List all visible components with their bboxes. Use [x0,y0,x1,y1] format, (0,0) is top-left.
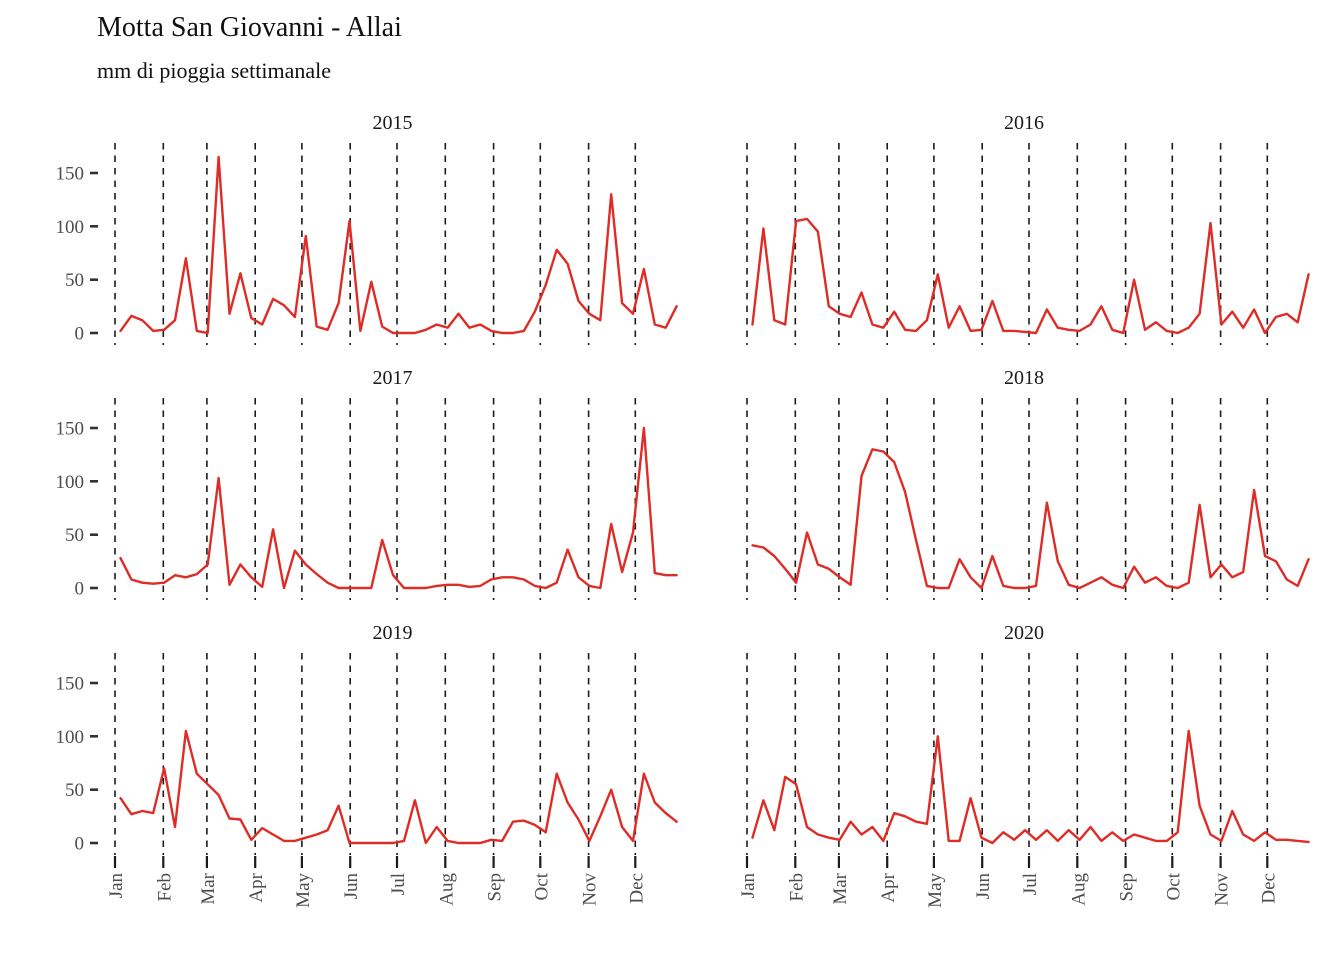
facet-chart-2019: 0 50 100 150 Jan Feb Mar Apr May Jun Jul Aug Sep Oct N… [56,653,678,908]
svg-text:100: 100 [56,727,85,748]
facet-title-2016: 2016 [1004,112,1044,134]
svg-text:Jun: Jun [341,873,362,900]
svg-text:Aug: Aug [436,873,457,906]
facet-title-2017: 2017 [372,367,413,389]
page-subtitle: mm di pioggia settimanale [97,58,332,83]
svg-text:Mar: Mar [198,872,219,904]
svg-text:Jan: Jan [106,873,127,899]
svg-text:Aug: Aug [1068,873,1089,906]
facet-chart-2017: 0 50 100 150 [56,398,678,600]
svg-text:50: 50 [65,780,84,801]
svg-text:Jul: Jul [1020,873,1041,895]
svg-text:Jun: Jun [973,873,994,900]
svg-text:Sep: Sep [1117,873,1138,902]
svg-text:50: 50 [65,270,84,291]
facet-title-2020: 2020 [1004,622,1044,644]
svg-text:May: May [925,873,946,908]
facet-title-2015: 2015 [372,112,413,134]
facet-chart-2020: Jan Feb Mar Apr May Jun Jul Aug Sep Oct Nov Dec [738,653,1310,908]
svg-text:Jul: Jul [388,873,409,895]
svg-text:100: 100 [56,217,85,238]
svg-text:Oct: Oct [1163,872,1184,900]
svg-text:Dec: Dec [1258,873,1279,904]
svg-text:Apr: Apr [878,872,899,902]
svg-text:Feb: Feb [786,873,807,902]
svg-text:Nov: Nov [1212,873,1233,906]
svg-text:Mar: Mar [830,872,851,904]
svg-text:0: 0 [75,834,85,855]
svg-text:150: 150 [56,419,85,440]
facet-chart-2018 [746,398,1310,600]
facet-chart-2015: 0 50 100 150 [56,143,678,345]
facet-title-2019: 2019 [372,622,413,644]
svg-text:0: 0 [75,324,85,345]
svg-text:May: May [293,873,314,908]
svg-text:0: 0 [75,579,85,600]
facet-chart-2016 [746,143,1310,345]
svg-text:150: 150 [56,164,85,185]
svg-text:Oct: Oct [531,872,552,900]
svg-text:150: 150 [56,674,85,695]
svg-text:Feb: Feb [154,873,175,902]
page-title: Motta San Giovanni - Allai [97,12,402,43]
svg-text:100: 100 [56,472,85,493]
svg-text:Jan: Jan [738,873,759,899]
svg-text:Apr: Apr [246,872,267,902]
svg-text:50: 50 [65,525,84,546]
svg-text:Sep: Sep [485,873,506,902]
facet-title-2018: 2018 [1004,367,1044,389]
svg-text:Nov: Nov [580,873,601,906]
svg-text:Dec: Dec [626,873,647,904]
